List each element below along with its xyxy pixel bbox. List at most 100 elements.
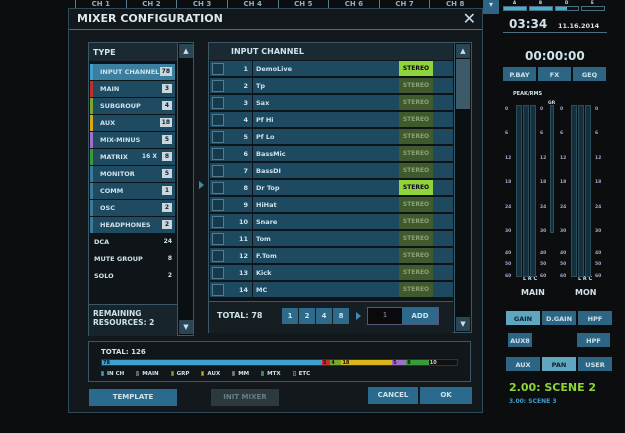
bank-indicator[interactable] bbox=[503, 6, 527, 11]
channel-checkbox[interactable] bbox=[212, 182, 224, 194]
type-item[interactable]: AUX 18 bbox=[90, 115, 175, 131]
channel-row[interactable]: 2 Tp STEREO bbox=[210, 78, 453, 94]
close-icon[interactable]: ✕ bbox=[462, 9, 476, 28]
gain-tab[interactable]: GAIN bbox=[505, 310, 541, 326]
channel-tab[interactable]: CH 6 bbox=[328, 0, 379, 8]
meter-bar bbox=[571, 105, 577, 277]
type-item[interactable]: MAIN 3 bbox=[90, 81, 175, 97]
stereo-toggle[interactable]: STEREO bbox=[399, 282, 433, 297]
channel-tab[interactable]: CH 3 bbox=[176, 0, 227, 8]
type-item[interactable]: SUBGROUP 4 bbox=[90, 98, 175, 114]
channel-checkbox[interactable] bbox=[212, 63, 224, 75]
type-item[interactable]: HEADPHONES 2 bbox=[90, 217, 175, 233]
meter-scale-label: 50 bbox=[505, 262, 512, 268]
channel-checkbox[interactable] bbox=[212, 165, 224, 177]
type-item[interactable]: MATRIX 16 X 8 bbox=[90, 149, 175, 165]
ok-button[interactable]: OK bbox=[420, 387, 472, 404]
channel-checkbox[interactable] bbox=[212, 250, 224, 262]
channel-row[interactable]: 11 Tom STEREO bbox=[210, 231, 453, 247]
bank-indicator[interactable] bbox=[555, 6, 579, 11]
channel-row[interactable]: 5 Pf Lo STEREO bbox=[210, 129, 453, 145]
stereo-toggle[interactable]: STEREO bbox=[399, 180, 433, 195]
stereo-toggle[interactable]: STEREO bbox=[399, 112, 433, 127]
channel-checkbox[interactable] bbox=[212, 80, 224, 92]
channel-row[interactable]: 9 HiHat STEREO bbox=[210, 197, 453, 213]
type-scrollbar[interactable]: ▲ ▼ bbox=[177, 43, 193, 335]
page-8-button[interactable]: 8 bbox=[333, 308, 349, 324]
stereo-toggle[interactable]: STEREO bbox=[399, 146, 433, 161]
aux8-button[interactable]: AUX8 bbox=[507, 332, 533, 348]
type-label: MUTE GROUP bbox=[94, 255, 143, 263]
stereo-toggle[interactable]: STEREO bbox=[399, 197, 433, 212]
channel-checkbox[interactable] bbox=[212, 131, 224, 143]
channel-row[interactable]: 12 F.Tom STEREO bbox=[210, 248, 453, 264]
cancel-button[interactable]: CANCEL bbox=[368, 387, 418, 404]
pan-tab[interactable]: PAN bbox=[541, 356, 577, 372]
stereo-toggle[interactable]: STEREO bbox=[399, 129, 433, 144]
stereo-toggle[interactable]: STEREO bbox=[399, 248, 433, 263]
channel-checkbox[interactable] bbox=[212, 114, 224, 126]
stereo-toggle[interactable]: STEREO bbox=[399, 231, 433, 246]
type-item[interactable]: OSC 2 bbox=[90, 200, 175, 216]
legend-item: MM bbox=[232, 371, 249, 377]
channel-checkbox[interactable] bbox=[212, 148, 224, 160]
channel-row[interactable]: 14 MC STEREO bbox=[210, 282, 453, 298]
template-button[interactable]: TEMPLATE bbox=[89, 389, 177, 406]
channel-checkbox[interactable] bbox=[212, 199, 224, 211]
channel-row[interactable]: 8 Dr Top STEREO bbox=[210, 180, 453, 196]
scroll-up-icon[interactable]: ▲ bbox=[179, 44, 193, 58]
type-item[interactable]: MIX-MINUS 5 bbox=[90, 132, 175, 148]
dgain-tab[interactable]: D.GAIN bbox=[541, 310, 577, 326]
add-button[interactable]: ADD bbox=[411, 312, 429, 320]
aux-tab[interactable]: AUX bbox=[505, 356, 541, 372]
channel-row[interactable]: 13 Kick STEREO bbox=[210, 265, 453, 281]
stereo-toggle[interactable]: STEREO bbox=[399, 265, 433, 280]
channel-checkbox[interactable] bbox=[212, 97, 224, 109]
user-tab[interactable]: USER bbox=[577, 356, 613, 372]
channel-checkbox[interactable] bbox=[212, 233, 224, 245]
channel-row[interactable]: 10 Snare STEREO bbox=[210, 214, 453, 230]
stereo-toggle[interactable]: STEREO bbox=[399, 214, 433, 229]
type-item[interactable]: COMM 1 bbox=[90, 183, 175, 199]
meter-scale-label: 24 bbox=[540, 204, 547, 210]
channel-row[interactable]: 7 BassDI STEREO bbox=[210, 163, 453, 179]
channel-row[interactable]: 1 DemoLive STEREO bbox=[210, 61, 453, 77]
tab-fx[interactable]: FX bbox=[537, 66, 572, 82]
channel-tab[interactable]: CH 4 bbox=[226, 0, 278, 8]
scroll-down-icon[interactable]: ▼ bbox=[179, 320, 193, 334]
hpf-tab[interactable]: HPF bbox=[577, 310, 613, 326]
stereo-toggle[interactable]: STEREO bbox=[399, 78, 433, 93]
channel-scrollbar[interactable]: ▲ ▼ bbox=[454, 43, 470, 332]
stereo-toggle[interactable]: STEREO bbox=[399, 95, 433, 110]
scroll-down-icon[interactable]: ▼ bbox=[456, 317, 470, 331]
channel-checkbox[interactable] bbox=[212, 284, 224, 296]
channel-tab[interactable]: CH 2 bbox=[125, 0, 177, 8]
channel-checkbox[interactable] bbox=[212, 267, 224, 279]
channel-row[interactable]: 6 BassMic STEREO bbox=[210, 146, 453, 162]
page-2-button[interactable]: 2 bbox=[299, 308, 315, 324]
hpf-button[interactable]: HPF bbox=[576, 332, 611, 348]
channel-row[interactable]: 4 Pf Hi STEREO bbox=[210, 112, 453, 128]
stereo-toggle[interactable]: STEREO bbox=[399, 163, 433, 178]
init-mixer-button[interactable]: INIT MIXER bbox=[211, 389, 279, 406]
dropdown-icon[interactable]: ▾ bbox=[483, 0, 499, 14]
bank-indicator[interactable] bbox=[529, 6, 553, 11]
page-1-button[interactable]: 1 bbox=[282, 308, 298, 324]
tab-geq[interactable]: GEQ bbox=[572, 66, 607, 82]
scroll-up-icon[interactable]: ▲ bbox=[456, 44, 470, 58]
gr-meter bbox=[550, 105, 554, 233]
stereo-toggle[interactable]: STEREO bbox=[399, 61, 433, 76]
page-4-button[interactable]: 4 bbox=[316, 308, 332, 324]
tab-pbay[interactable]: P.BAY bbox=[502, 66, 537, 82]
scroll-thumb[interactable] bbox=[456, 59, 470, 109]
channel-tab[interactable]: CH 7 bbox=[378, 0, 430, 8]
add-count-input[interactable] bbox=[368, 308, 402, 324]
type-item[interactable]: MONITOR 5 bbox=[90, 166, 175, 182]
channel-checkbox[interactable] bbox=[212, 216, 224, 228]
type-item[interactable]: INPUT CHANNEL 78 bbox=[90, 64, 175, 80]
channel-tab[interactable]: CH 5 bbox=[277, 0, 329, 8]
bank-indicator[interactable] bbox=[581, 6, 605, 11]
channel-tab[interactable]: CH 8 bbox=[429, 0, 480, 8]
channel-row[interactable]: 3 Sax STEREO bbox=[210, 95, 453, 111]
channel-tab[interactable]: CH 1 bbox=[75, 0, 126, 8]
